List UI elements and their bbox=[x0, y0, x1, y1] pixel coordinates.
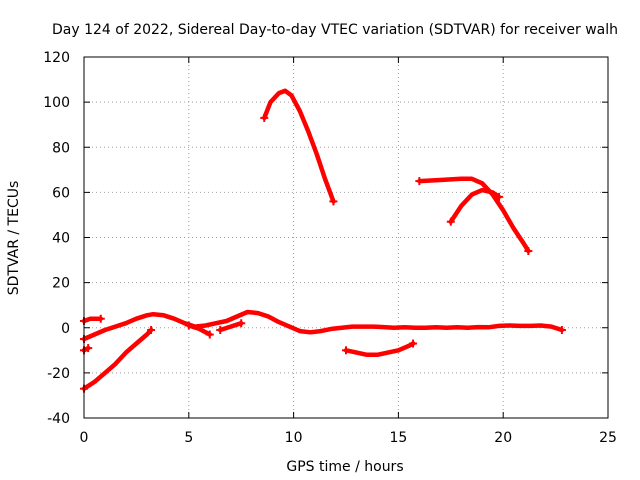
point-marker bbox=[216, 326, 225, 335]
point-marker bbox=[205, 330, 214, 339]
point-marker bbox=[409, 339, 418, 348]
series-layer bbox=[80, 88, 566, 393]
point-marker bbox=[184, 321, 193, 330]
x-tick-label: 15 bbox=[389, 430, 407, 446]
point-marker bbox=[524, 247, 533, 256]
x-tick-label: 20 bbox=[494, 430, 512, 446]
series-arc-7 bbox=[262, 88, 336, 204]
point-marker bbox=[342, 346, 350, 355]
grid-layer bbox=[84, 57, 608, 418]
chart-title: Day 124 of 2022, Sidereal Day-to-day VTE… bbox=[52, 22, 618, 38]
point-marker bbox=[557, 326, 566, 335]
y-tick-label: 100 bbox=[43, 95, 70, 111]
y-tick-label: 20 bbox=[52, 276, 70, 292]
series-arc-5 bbox=[217, 320, 244, 333]
point-marker bbox=[329, 197, 338, 206]
point-marker bbox=[147, 326, 156, 335]
y-tick-label: 40 bbox=[52, 231, 70, 247]
series-arc-3 bbox=[81, 309, 565, 342]
series-arc-8 bbox=[343, 341, 416, 358]
point-marker bbox=[96, 314, 105, 323]
plot-frame bbox=[83, 56, 609, 419]
y-tick-label: -40 bbox=[47, 411, 70, 427]
series-arc-9 bbox=[417, 176, 531, 254]
series-arc-10 bbox=[448, 187, 502, 224]
point-marker bbox=[260, 113, 269, 122]
point-marker bbox=[84, 344, 93, 353]
y-tick-label: 120 bbox=[43, 50, 70, 66]
point-marker bbox=[237, 319, 246, 328]
point-marker bbox=[446, 217, 455, 226]
y-tick-label: -20 bbox=[47, 366, 70, 382]
y-axis-label: SDTVAR / TECUs bbox=[6, 181, 22, 296]
y-tick-label: 0 bbox=[61, 321, 70, 337]
x-tick-label: 0 bbox=[80, 430, 89, 446]
y-tick-label: 80 bbox=[52, 140, 70, 156]
series-arc-4 bbox=[186, 323, 213, 337]
series-arc-6 bbox=[81, 327, 154, 391]
tick-layer: 0 5 10 15 20 25 -40 -20 0 20 40 60 80 100 120 bbox=[43, 50, 617, 446]
x-tick-label: 5 bbox=[184, 430, 193, 446]
x-tick-label: 25 bbox=[599, 430, 617, 446]
point-marker bbox=[415, 177, 424, 186]
y-tick-label: 60 bbox=[52, 185, 70, 201]
point-marker bbox=[495, 192, 504, 201]
x-axis-label: GPS time / hours bbox=[286, 459, 403, 475]
x-tick-label: 10 bbox=[285, 430, 303, 446]
